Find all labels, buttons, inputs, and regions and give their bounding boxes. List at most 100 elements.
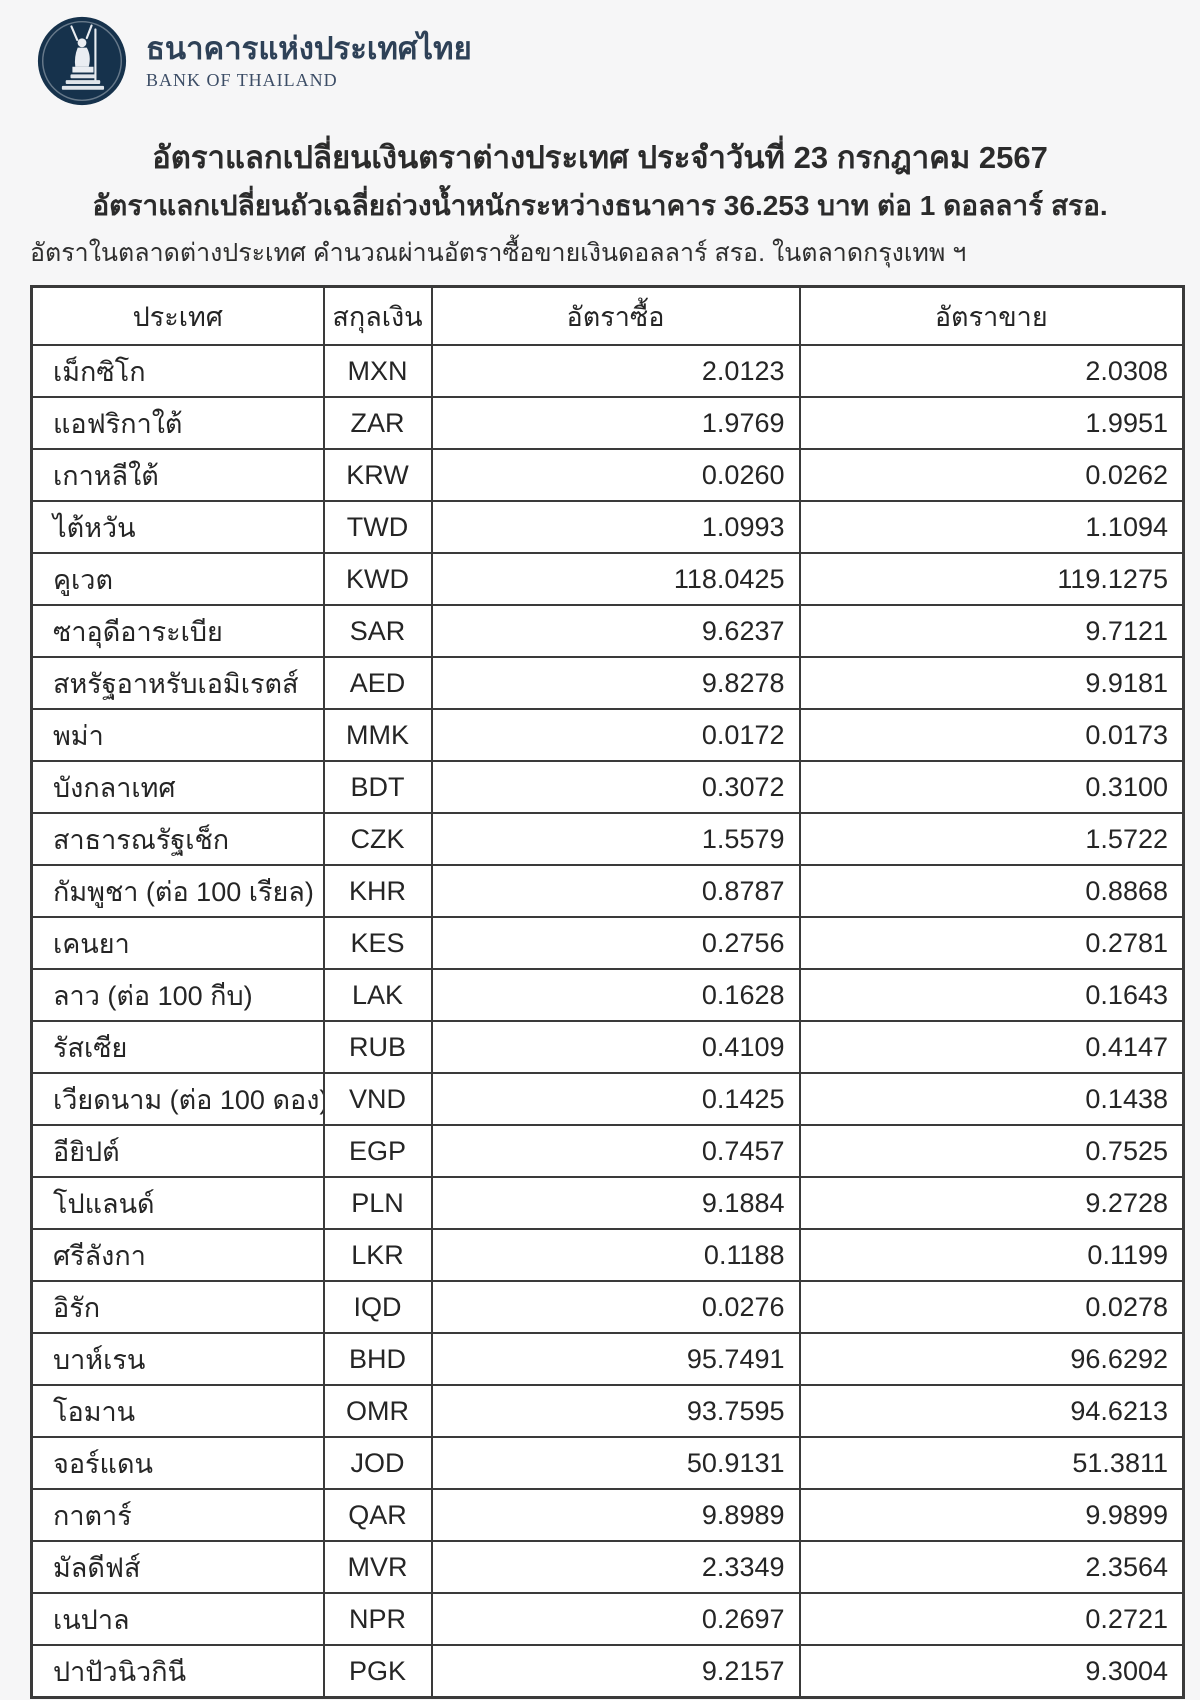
bank-name-english: BANK OF THAILAND <box>146 69 338 90</box>
currency-code-cell: MMK <box>322 708 433 763</box>
table-row: รัสเซีย RUB 0.4109 0.4147 <box>30 1020 1185 1075</box>
selling-rate-cell: 1.9951 <box>798 396 1185 451</box>
selling-rate-cell: 96.6292 <box>798 1332 1185 1387</box>
selling-rate-cell: 0.8868 <box>798 864 1185 919</box>
buying-rate-cell: 0.1628 <box>430 968 801 1023</box>
country-name-cell: โปแลนด์ <box>30 1176 325 1231</box>
buying-rate-cell: 0.7457 <box>430 1124 801 1179</box>
currency-code-cell: RUB <box>322 1020 433 1075</box>
table-row: เกาหลีใต้ KRW 0.0260 0.0262 <box>30 448 1185 503</box>
buying-rate-cell: 93.7595 <box>430 1384 801 1439</box>
table-row: เคนยา KES 0.2756 0.2781 <box>30 916 1185 971</box>
buying-rate-cell: 0.1188 <box>430 1228 801 1283</box>
buying-rate-cell: 9.1884 <box>430 1176 801 1231</box>
selling-rate-cell: 0.1438 <box>798 1072 1185 1127</box>
table-row: กาตาร์ QAR 9.8989 9.9899 <box>30 1488 1185 1543</box>
country-name-cell: เกาหลีใต้ <box>30 448 325 503</box>
weighted-average-rate-line: อัตราแลกเปลี่ยนถัวเฉลี่ยถ่วงน้ำหนักระหว่… <box>92 190 1108 222</box>
selling-rate-cell: 51.3811 <box>798 1436 1185 1491</box>
brand-names: ธนาคารแห่งประเทศไทย BANK OF THAILAND <box>146 31 472 91</box>
foreign-market-note: อัตราในตลาดต่างประเทศ คำนวณผ่านอัตราซื้อ… <box>30 238 967 267</box>
country-name-cell: สาธารณรัฐเช็ก <box>30 812 325 867</box>
buying-rate-cell: 0.8787 <box>430 864 801 919</box>
buying-rate-cell: 2.3349 <box>430 1540 801 1595</box>
selling-rate-cell: 0.2781 <box>798 916 1185 971</box>
table-row: แอฟริกาใต้ ZAR 1.9769 1.9951 <box>30 396 1185 451</box>
buying-rate-cell: 9.6237 <box>430 604 801 659</box>
selling-rate-cell: 9.2728 <box>798 1176 1185 1231</box>
table-row: มัลดีฟส์ MVR 2.3349 2.3564 <box>30 1540 1185 1595</box>
selling-rate-cell: 0.0173 <box>798 708 1185 763</box>
selling-rate-cell: 1.1094 <box>798 500 1185 555</box>
bank-name-thai: ธนาคารแห่งประเทศไทย <box>146 31 472 67</box>
currency-code-cell: EGP <box>322 1124 433 1179</box>
selling-rate-cell: 1.5722 <box>798 812 1185 867</box>
buying-rate-cell: 9.8989 <box>430 1488 801 1543</box>
currency-code-cell: KWD <box>322 552 433 607</box>
currency-code-cell: OMR <box>322 1384 433 1439</box>
buying-rate-cell: 1.5579 <box>430 812 801 867</box>
buying-rate-cell: 1.9769 <box>430 396 801 451</box>
country-name-cell: จอร์แดน <box>30 1436 325 1491</box>
country-name-cell: บังกลาเทศ <box>30 760 325 815</box>
buying-rate-cell: 9.2157 <box>430 1644 801 1699</box>
currency-code-cell: IQD <box>322 1280 433 1335</box>
rates-table-body: เม็กซิโก MXN 2.0123 2.0308 แอฟริกาใต้ ZAR 1.97… <box>30 344 1185 1699</box>
selling-rate-cell: 94.6213 <box>798 1384 1185 1439</box>
column-header-currency: สกุลเงิน <box>322 285 433 347</box>
currency-code-cell: NPR <box>322 1592 433 1647</box>
currency-code-cell: BHD <box>322 1332 433 1387</box>
country-name-cell: กาตาร์ <box>30 1488 325 1543</box>
country-name-cell: รัสเซีย <box>30 1020 325 1075</box>
country-name-cell: กัมพูชา (ต่อ 100 เรียล) <box>30 864 325 919</box>
currency-code-cell: LKR <box>322 1228 433 1283</box>
table-row: บังกลาเทศ BDT 0.3072 0.3100 <box>30 760 1185 815</box>
table-row: คูเวต KWD 118.0425 119.1275 <box>30 552 1185 607</box>
country-name-cell: แอฟริกาใต้ <box>30 396 325 451</box>
selling-rate-cell: 2.3564 <box>798 1540 1185 1595</box>
table-row: บาห์เรน BHD 95.7491 96.6292 <box>30 1332 1185 1387</box>
table-row: สหรัฐอาหรับเอมิเรตส์ AED 9.8278 9.9181 <box>30 656 1185 711</box>
country-name-cell: ไต้หวัน <box>30 500 325 555</box>
currency-code-cell: KHR <box>322 864 433 919</box>
currency-code-cell: CZK <box>322 812 433 867</box>
currency-code-cell: MXN <box>322 344 433 399</box>
currency-code-cell: KRW <box>322 448 433 503</box>
currency-code-cell: JOD <box>322 1436 433 1491</box>
selling-rate-cell: 0.7525 <box>798 1124 1185 1179</box>
table-row: เนปาล NPR 0.2697 0.2721 <box>30 1592 1185 1647</box>
buying-rate-cell: 95.7491 <box>430 1332 801 1387</box>
selling-rate-cell: 0.4147 <box>798 1020 1185 1075</box>
buying-rate-cell: 2.0123 <box>430 344 801 399</box>
table-row: กัมพูชา (ต่อ 100 เรียล) KHR 0.8787 0.8868 <box>30 864 1185 919</box>
country-name-cell: เวียดนาม (ต่อ 100 ดอง) <box>30 1072 325 1127</box>
selling-rate-cell: 9.9181 <box>798 656 1185 711</box>
currency-code-cell: VND <box>322 1072 433 1127</box>
selling-rate-cell: 0.2721 <box>798 1592 1185 1647</box>
selling-rate-cell: 0.0278 <box>798 1280 1185 1335</box>
country-name-cell: พม่า <box>30 708 325 763</box>
column-header-selling-rate: อัตราขาย <box>798 285 1185 347</box>
currency-code-cell: KES <box>322 916 433 971</box>
country-name-cell: อิรัก <box>30 1280 325 1335</box>
currency-code-cell: QAR <box>322 1488 433 1543</box>
buying-rate-cell: 9.8278 <box>430 656 801 711</box>
buying-rate-cell: 118.0425 <box>430 552 801 607</box>
country-name-cell: อียิปต์ <box>30 1124 325 1179</box>
column-header-country: ประเทศ <box>30 285 325 347</box>
selling-rate-cell: 0.3100 <box>798 760 1185 815</box>
table-row: ไต้หวัน TWD 1.0993 1.1094 <box>30 500 1185 555</box>
country-name-cell: ลาว (ต่อ 100 กีบ) <box>30 968 325 1023</box>
page-title: อัตราแลกเปลี่ยนเงินตราต่างประเทศ ประจำวั… <box>152 140 1048 175</box>
country-name-cell: โอมาน <box>30 1384 325 1439</box>
selling-rate-cell: 119.1275 <box>798 552 1185 607</box>
currency-code-cell: BDT <box>322 760 433 815</box>
country-name-cell: สหรัฐอาหรับเอมิเรตส์ <box>30 656 325 711</box>
header-row: ประเทศ สกุลเงิน อัตราซื้อ อัตราขาย <box>30 285 1185 347</box>
buying-rate-cell: 0.0260 <box>430 448 801 503</box>
table-row: โอมาน OMR 93.7595 94.6213 <box>30 1384 1185 1439</box>
table-row: ซาอุดีอาระเบีย SAR 9.6237 9.7121 <box>30 604 1185 659</box>
country-name-cell: เนปาล <box>30 1592 325 1647</box>
currency-code-cell: TWD <box>322 500 433 555</box>
